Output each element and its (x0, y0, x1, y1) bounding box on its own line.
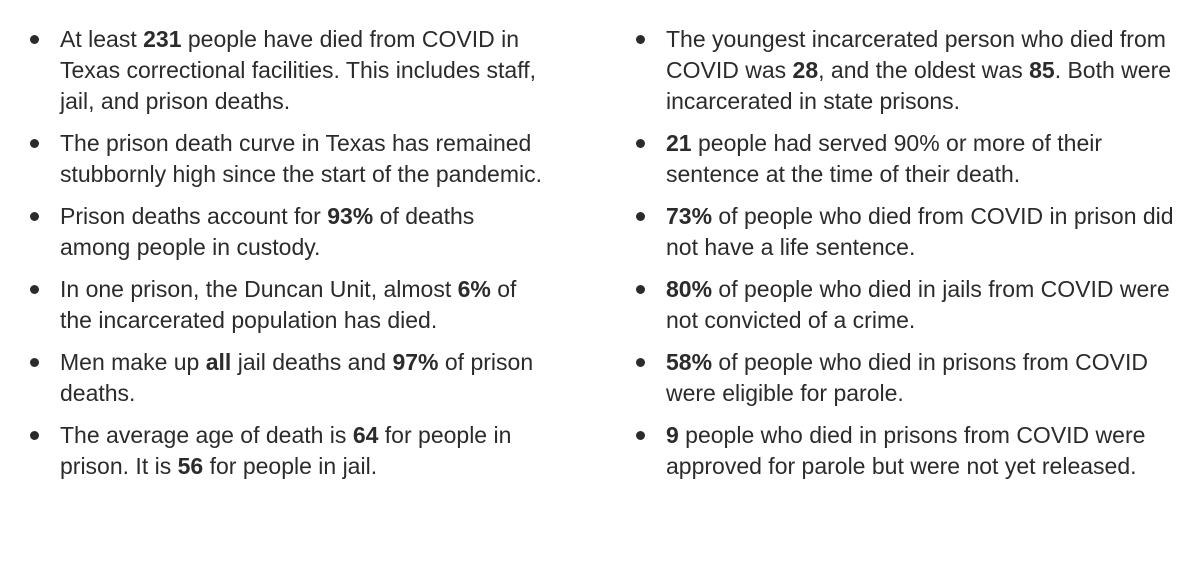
bullet-item: 73% of people who died from COVID in pri… (636, 201, 1176, 263)
bullet-item: In one prison, the Duncan Unit, almost 6… (30, 274, 550, 336)
bullet-text: The average age of death is 64 for peopl… (60, 422, 512, 479)
bullet-dot (636, 139, 645, 148)
bullet-dot (636, 212, 645, 221)
right-bullet-list: The youngest incarcerated person who die… (636, 24, 1176, 493)
bullet-text: The prison death curve in Texas has rema… (60, 130, 543, 187)
bullet-dot (636, 431, 645, 440)
bullet-dot (30, 212, 39, 221)
bullet-text: At least 231 people have died from COVID… (60, 26, 536, 114)
bullet-dot (30, 358, 39, 367)
bullet-dot (30, 285, 39, 294)
bullet-item: At least 231 people have died from COVID… (30, 24, 550, 117)
bullet-item: 58% of people who died in prisons from C… (636, 347, 1176, 409)
bullet-text: 73% of people who died from COVID in pri… (666, 203, 1174, 260)
bullet-text: Men make up all jail deaths and 97% of p… (60, 349, 534, 406)
bullet-dot (636, 35, 645, 44)
bullet-item: 9 people who died in prisons from COVID … (636, 420, 1176, 482)
bullet-item: 80% of people who died in jails from COV… (636, 274, 1176, 336)
bullet-text: In one prison, the Duncan Unit, almost 6… (60, 276, 517, 333)
bullet-dot (636, 358, 645, 367)
bullet-text: The youngest incarcerated person who die… (666, 26, 1172, 114)
left-bullet-list: At least 231 people have died from COVID… (30, 24, 550, 493)
bullet-text: 58% of people who died in prisons from C… (666, 349, 1148, 406)
bullet-dot (30, 35, 39, 44)
bullet-item: The prison death curve in Texas has rema… (30, 128, 550, 190)
bullet-text: Prison deaths account for 93% of deaths … (60, 203, 475, 260)
bullet-dot (30, 431, 39, 440)
bullet-text: 80% of people who died in jails from COV… (666, 276, 1170, 333)
bullet-dot (30, 139, 39, 148)
bullet-text: 9 people who died in prisons from COVID … (666, 422, 1146, 479)
bullet-text: 21 people had served 90% or more of thei… (666, 130, 1102, 187)
bullet-item: 21 people had served 90% or more of thei… (636, 128, 1176, 190)
bullet-item: Men make up all jail deaths and 97% of p… (30, 347, 550, 409)
bullet-item: The youngest incarcerated person who die… (636, 24, 1176, 117)
bullet-dot (636, 285, 645, 294)
bullet-item: The average age of death is 64 for peopl… (30, 420, 550, 482)
bullet-item: Prison deaths account for 93% of deaths … (30, 201, 550, 263)
